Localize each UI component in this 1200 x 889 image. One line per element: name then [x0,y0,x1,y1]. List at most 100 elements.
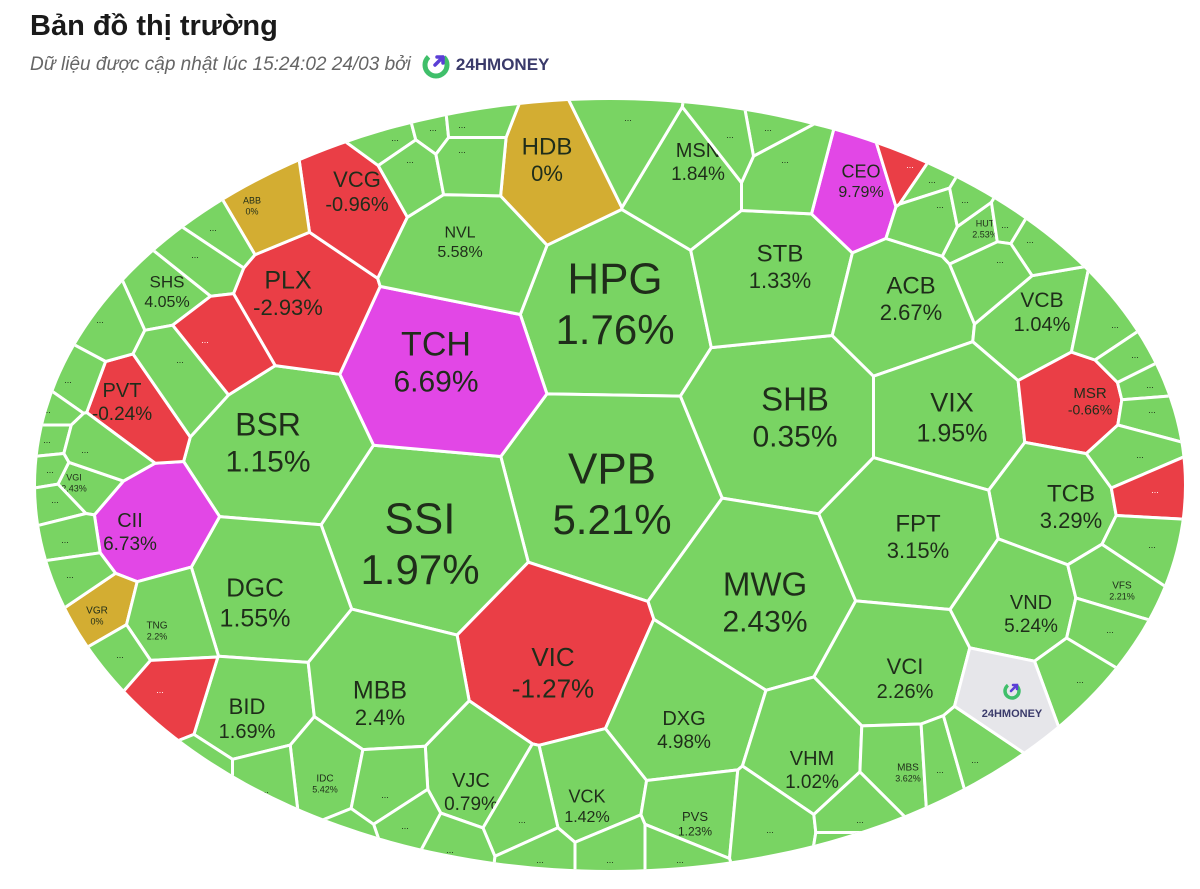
tile-ellipsis: ... [346,840,354,850]
tile-symbol: VND [1010,592,1052,614]
tile-change: 5.58% [437,244,482,261]
tile-symbol: NVL [444,225,475,242]
tile-change: 2.67% [880,300,942,325]
small-tile[interactable]: ... [434,136,508,198]
small-tile[interactable]: ... [20,104,147,363]
small-tile[interactable]: ... [131,323,230,439]
small-tile[interactable]: ... [948,240,1034,326]
tile-shape [231,743,302,870]
tile-ellipsis: ... [1146,380,1154,390]
tile-change: 5.21% [552,496,671,543]
tile-change: 1.97% [360,546,479,593]
tile-nvl[interactable]: NVL 5.58% [376,193,549,316]
tile-change: -0.96% [325,194,389,216]
tile-ellipsis: ... [196,785,204,795]
small-tile[interactable]: ... [1033,636,1196,880]
tile-ellipsis: ... [51,495,59,505]
tile-ellipsis: ... [66,570,74,580]
tile-symbol: PVS [682,809,708,824]
tile-ellipsis: ... [381,790,389,800]
tile-symbol: CII [117,510,143,532]
tile-shape [680,100,755,185]
tile-symbol: BID [229,694,266,719]
tile-ellipsis: ... [43,405,51,415]
tile-change: 2.4% [355,705,405,730]
tile-shape [806,831,970,870]
small-tile[interactable]: ... [231,743,302,880]
tile-ellipsis: ... [936,765,944,775]
tile-symbol: MWG [723,566,807,603]
tile-symbol: VCI [887,654,924,679]
tile-ellipsis: ... [726,130,734,140]
small-tile[interactable]: ... [1009,90,1195,278]
tile-symbol: DXG [662,708,705,730]
tile-ellipsis: ... [81,445,89,455]
tile-change: -0.66% [1068,402,1112,418]
small-tile[interactable]: ... [20,90,257,270]
tile-vck[interactable]: VCK 1.42% [537,727,649,844]
small-tile[interactable]: ... [680,90,755,185]
tile-symbol: VHM [790,748,834,770]
tile-change: 1.55% [220,604,291,632]
tile-change: 1.76% [555,306,674,353]
tile-shape [1084,423,1184,490]
tile-symbol: FPT [895,511,941,538]
tile-change: 1.23% [678,825,712,839]
tile-shape [948,240,1034,326]
tile-ellipsis: ... [176,355,184,365]
small-tile[interactable]: ... [20,623,153,807]
tile-change: 5.42% [312,784,338,794]
tile-shape [36,100,257,270]
tile-ellipsis: ... [606,855,614,865]
small-tile[interactable]: ... [740,109,840,216]
tile-ellipsis: ... [446,845,454,855]
tile-symbol: HDB [522,134,573,161]
tile-change: 6.69% [393,366,478,399]
small-tile[interactable]: ... [806,831,970,881]
tile-ellipsis: ... [1148,540,1156,550]
tile-ellipsis: ... [46,465,54,475]
tile-shape [434,136,508,198]
tile-ellipsis: ... [1148,405,1156,415]
small-tile[interactable]: ... [1084,423,1195,490]
tile-ellipsis: ... [766,825,774,835]
tile-symbol: VCK [568,787,605,807]
tile-shape [36,623,153,807]
tile-ellipsis: ... [61,535,69,545]
tile-ellipsis: ... [781,155,789,165]
tile-symbol: MBB [353,677,407,705]
brand-name: 24HMONEY [455,55,550,74]
tile-symbol: SHB [761,381,829,418]
tile-shape [1033,636,1184,870]
tile-symbol: ABB [243,196,261,206]
tile-symbol: ACB [886,273,935,300]
small-tile[interactable]: ... [989,90,1105,246]
tile-change: 2.53% [972,229,998,239]
tile-symbol: VCB [1020,289,1063,312]
small-tile[interactable]: ... [62,411,157,483]
tile-ellipsis: ... [458,120,466,130]
logo-icon [1003,682,1021,700]
tile-change: 0.79% [444,794,498,815]
tile-ellipsis: ... [401,821,409,831]
tile-ellipsis: ... [96,315,104,325]
tile-symbol: PLX [264,267,312,295]
tile-shape [36,732,234,870]
brand-logo[interactable]: 24HMONEY [421,50,550,80]
tile-change: 3.29% [1040,508,1102,533]
small-tile[interactable]: ... [1069,158,1195,362]
small-tile[interactable]: ... [20,732,234,880]
tile-change: 6.73% [103,534,157,555]
tile-ellipsis: ... [261,785,269,795]
tile-symbol: SHS [150,273,185,292]
